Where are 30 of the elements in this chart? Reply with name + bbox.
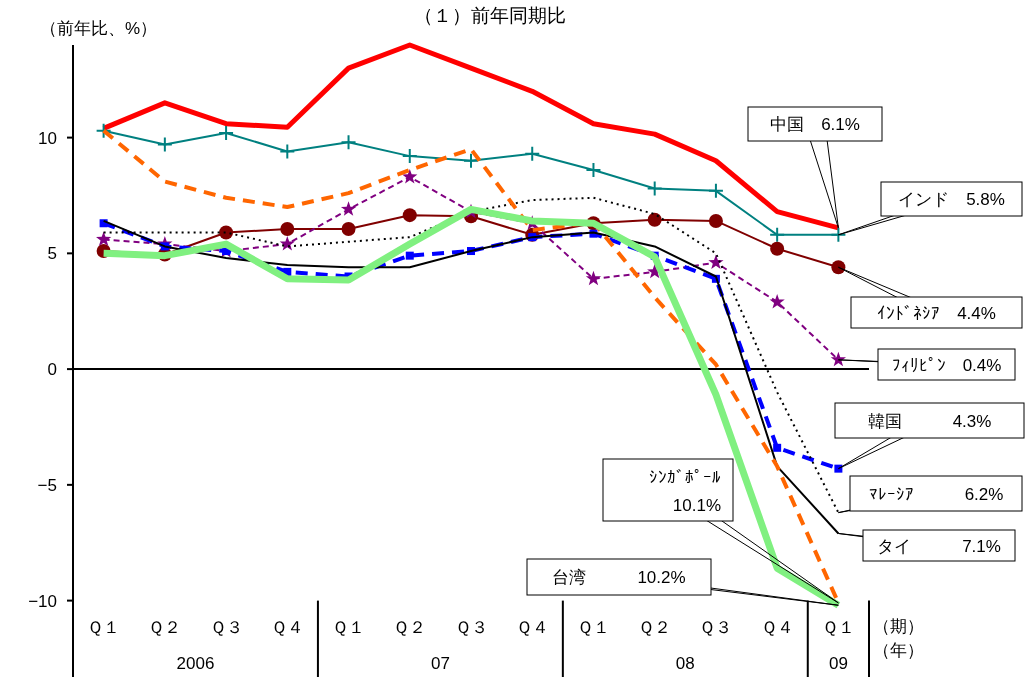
annotation: 台湾 10.2% xyxy=(552,568,686,587)
x-tick-label: Ｑ１ xyxy=(332,618,366,637)
annotation: ﾏﾚｰｼｱ 6.2% xyxy=(868,484,1004,504)
x-tick-label: Ｑ１ xyxy=(87,618,121,637)
x-tick-label: Ｑ４ xyxy=(270,618,304,637)
x-tick-label: Ｑ４ xyxy=(515,618,549,637)
x-tick-label: Ｑ３ xyxy=(209,618,243,637)
annotation: 08 xyxy=(675,654,695,673)
annotation: 2006 xyxy=(176,654,215,673)
annotation: ｼﾝｶﾞﾎﾟｰﾙ 10.1% xyxy=(649,468,721,515)
annotation: 韓国 4.3% xyxy=(867,411,992,431)
x-tick-label: Ｑ１ xyxy=(576,618,610,637)
x-tick-label: Ｑ２ xyxy=(148,618,182,637)
x-tick-label: Ｑ１ xyxy=(821,618,855,637)
y-tick-label: 0 xyxy=(47,360,57,380)
annotation: 09 xyxy=(828,654,848,673)
y-tick-label: 5 xyxy=(47,244,57,264)
x-tick-label: Ｑ２ xyxy=(638,618,672,637)
chart-title: （１）前年同期比 xyxy=(414,5,566,26)
y-tick-label: 10 xyxy=(38,128,57,148)
annotation: 中国 6.1% xyxy=(770,115,860,134)
x-tick-label: Ｑ４ xyxy=(760,618,794,637)
x-tick-label: Ｑ２ xyxy=(393,618,427,637)
x-tick-label: Ｑ３ xyxy=(699,618,733,637)
y-tick-label: −5 xyxy=(37,475,57,495)
x-tick-label: Ｑ３ xyxy=(454,618,488,637)
y-axis-title: （前年比、%） xyxy=(40,19,158,38)
y-tick-label: −10 xyxy=(28,591,57,611)
annotation: 07 xyxy=(430,654,450,673)
x-axis-title: （期）（年） xyxy=(873,616,924,662)
